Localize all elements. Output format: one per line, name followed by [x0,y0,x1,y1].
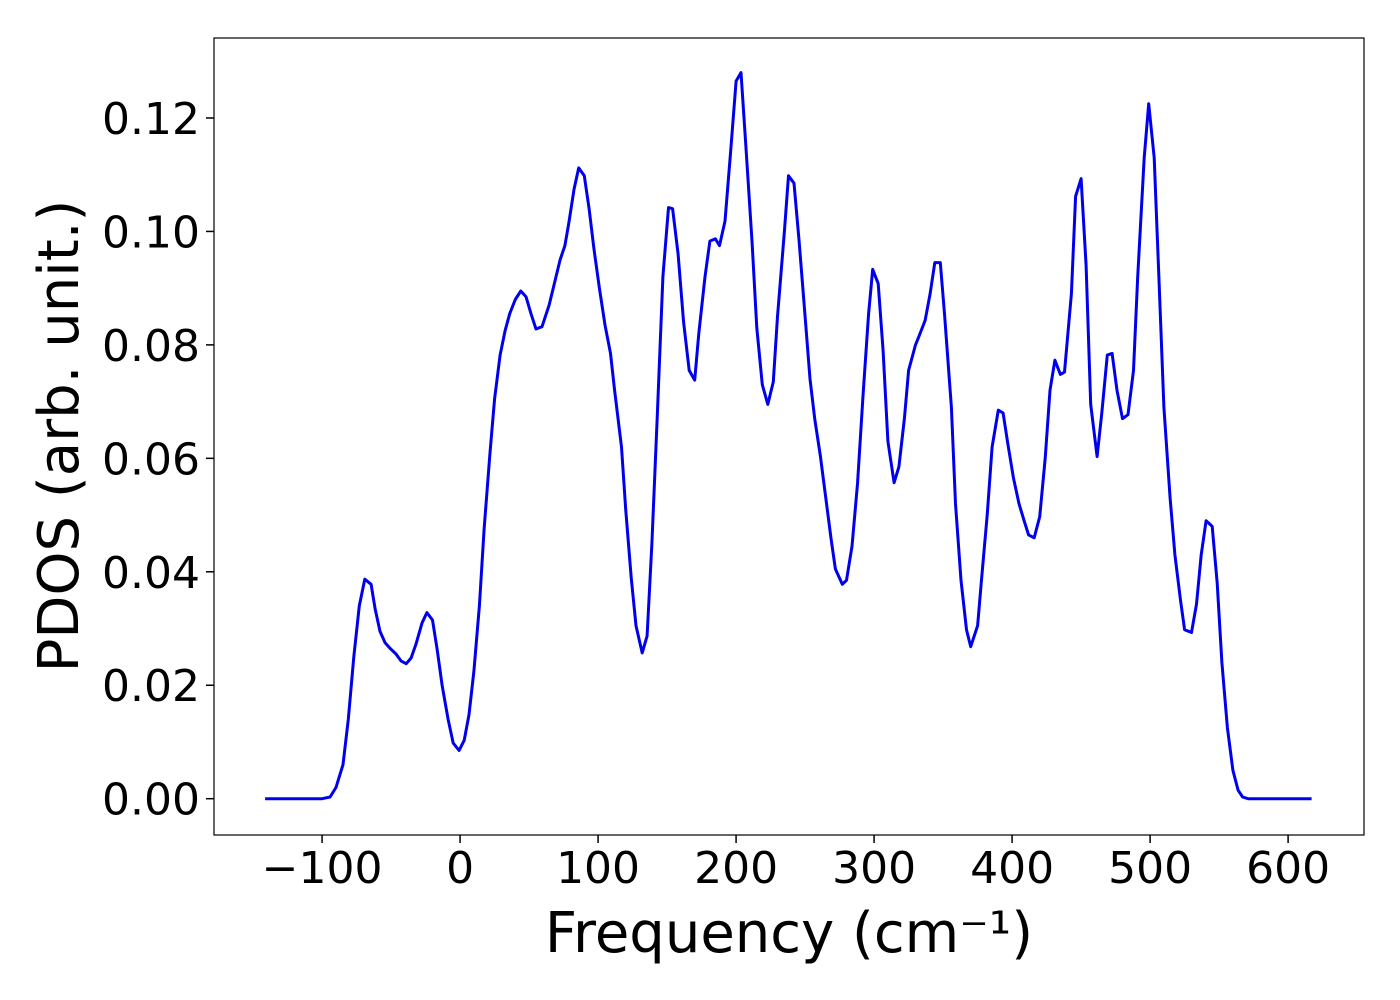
y-tick-label: 0.04 [102,548,200,599]
y-tick-label: 0.00 [102,775,200,826]
x-tick-label: 600 [1246,843,1330,894]
x-tick-label: 0 [446,843,474,894]
x-axis-label: Frequency (cm⁻¹) [545,901,1033,966]
x-tick-label: 200 [694,843,778,894]
x-tick-label: 500 [1108,843,1192,894]
y-tick-label: 0.08 [102,321,200,372]
y-tick-label: 0.02 [102,661,200,712]
x-tick-label: 400 [970,843,1054,894]
x-tick-label: −100 [262,843,383,894]
y-tick-label: 0.10 [102,207,200,258]
x-tick-label: 100 [556,843,640,894]
plot-frame [213,37,1365,836]
y-tick-label: 0.12 [102,94,200,145]
y-axis-label: PDOS (arb. unit.) [27,200,92,673]
x-tick-label: 300 [832,843,916,894]
y-tick-label: 0.06 [102,434,200,485]
data-line [265,71,1312,801]
